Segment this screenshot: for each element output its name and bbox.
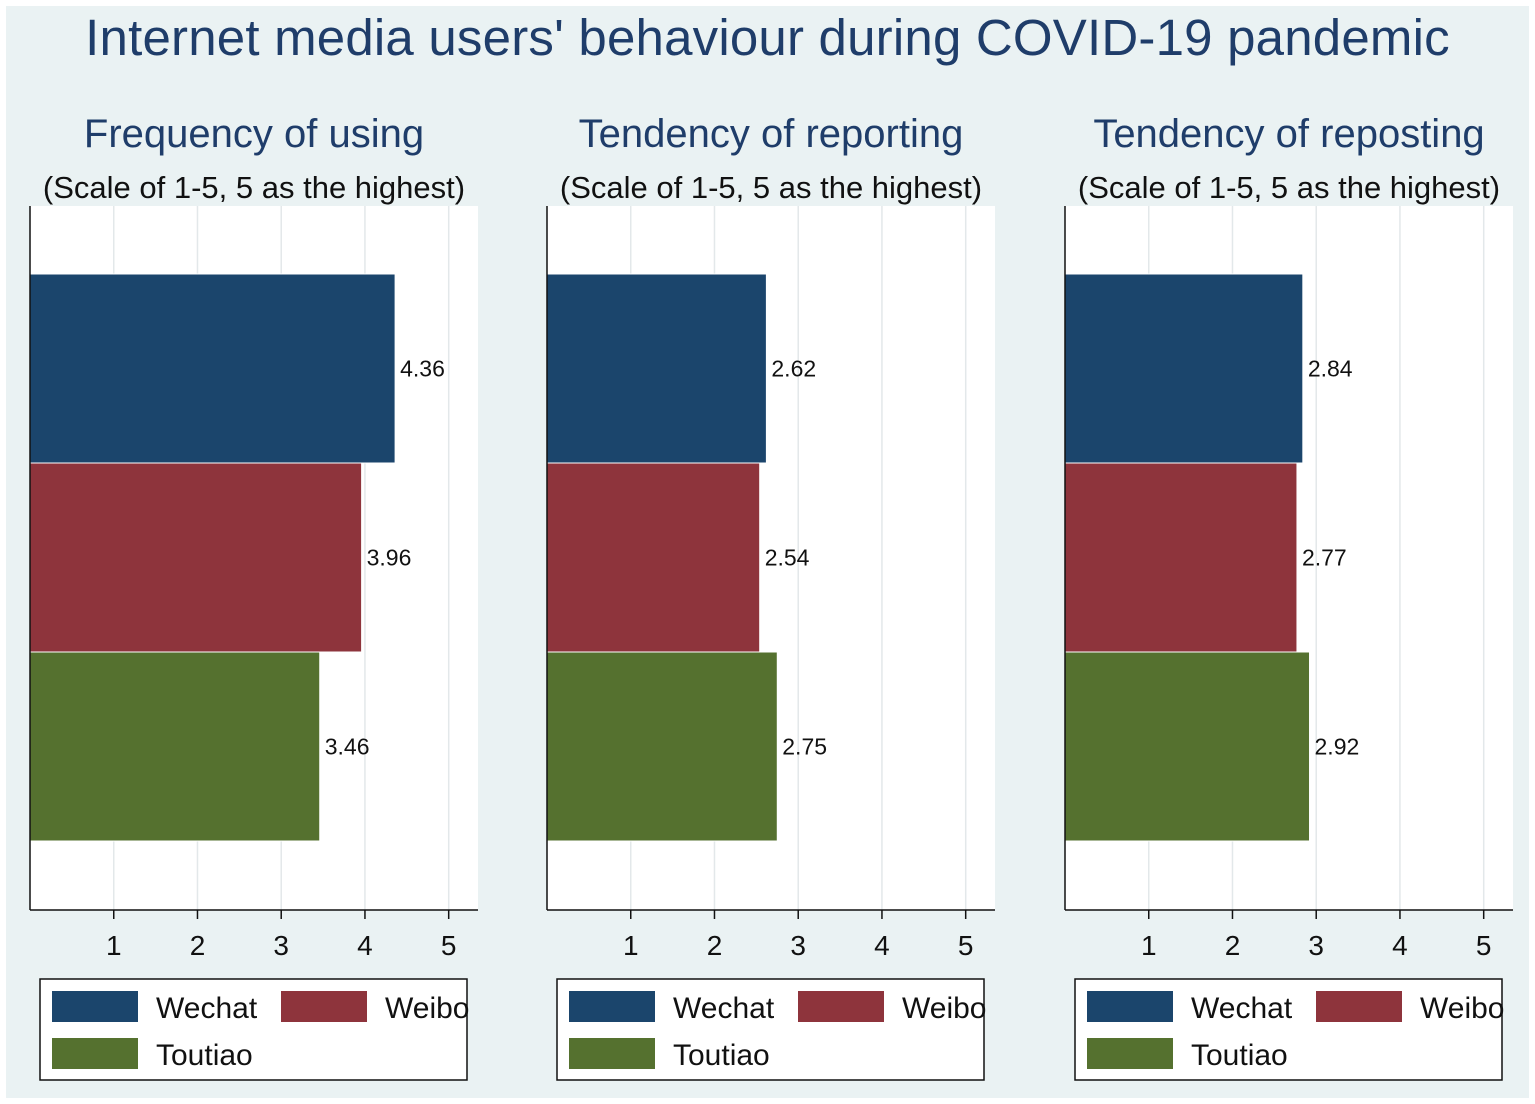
chart-2-value-label-wechat: 2.62 bbox=[771, 356, 816, 382]
chart-2-subtitle: (Scale of 1-5, 5 as the highest) bbox=[560, 170, 982, 205]
chart-3-tick-label-3: 3 bbox=[1308, 930, 1324, 961]
chart-3-bar-wechat bbox=[1064, 273, 1304, 464]
chart-3-title: Tendency of reposting bbox=[1093, 112, 1484, 156]
chart-1-value-label-weibo: 3.96 bbox=[367, 545, 412, 571]
chart-3-legend-label-toutiao: Toutiao bbox=[1191, 1039, 1288, 1072]
chart-3-bar-toutiao bbox=[1064, 651, 1311, 842]
chart-1-bar-toutiao bbox=[29, 651, 321, 842]
chart-1-legend-label-wechat: Wechat bbox=[156, 992, 258, 1025]
chart-3-value-label-wechat: 2.84 bbox=[1308, 356, 1353, 382]
chart-3-subtitle: (Scale of 1-5, 5 as the highest) bbox=[1078, 170, 1500, 205]
chart-1-tick-label-3: 3 bbox=[273, 930, 289, 961]
chart-3-tick-label-2: 2 bbox=[1225, 930, 1241, 961]
chart-3-tick-label-5: 5 bbox=[1476, 930, 1492, 961]
chart-1-legend-label-weibo: Weibo bbox=[385, 992, 470, 1025]
chart-3-tick-label-4: 4 bbox=[1392, 930, 1408, 961]
chart-2-bar-weibo bbox=[546, 462, 761, 653]
chart-3-legend-swatch-weibo bbox=[1316, 991, 1402, 1022]
chart-1-tick-label-1: 1 bbox=[106, 930, 122, 961]
chart-2-value-label-weibo: 2.54 bbox=[765, 545, 810, 571]
chart-2-legend-swatch-wechat bbox=[569, 991, 655, 1022]
chart-1-bar-weibo bbox=[29, 462, 363, 653]
chart-2-tick-label-1: 1 bbox=[623, 930, 639, 961]
chart-3-legend-label-weibo: Weibo bbox=[1420, 992, 1505, 1025]
chart-3-legend-swatch-wechat bbox=[1087, 991, 1173, 1022]
chart-3-bar-weibo bbox=[1064, 462, 1298, 653]
chart-1-tick-label-4: 4 bbox=[357, 930, 373, 961]
chart-2-legend-swatch-toutiao bbox=[569, 1038, 655, 1069]
chart-2-tick-label-5: 5 bbox=[958, 930, 974, 961]
chart-3-tick-label-1: 1 bbox=[1141, 930, 1157, 961]
chart-1-tick-label-5: 5 bbox=[441, 930, 457, 961]
chart-3-legend-swatch-toutiao bbox=[1087, 1038, 1173, 1069]
chart-3-legend-label-wechat: Wechat bbox=[1191, 992, 1293, 1025]
chart-1-value-label-toutiao: 3.46 bbox=[325, 734, 370, 760]
chart-2-legend-label-wechat: Wechat bbox=[673, 992, 775, 1025]
chart-2-bar-toutiao bbox=[546, 651, 778, 842]
chart-2-tick-label-4: 4 bbox=[874, 930, 890, 961]
chart-1-subtitle: (Scale of 1-5, 5 as the highest) bbox=[43, 170, 465, 205]
main-title: Internet media users' behaviour during C… bbox=[85, 9, 1450, 66]
chart-1-legend-swatch-toutiao bbox=[52, 1038, 138, 1069]
chart-1-bar-wechat bbox=[29, 273, 396, 464]
chart-1-title: Frequency of using bbox=[84, 112, 424, 156]
chart-3-value-label-toutiao: 2.92 bbox=[1315, 734, 1360, 760]
chart-2-tick-label-2: 2 bbox=[707, 930, 723, 961]
chart-2-legend-swatch-weibo bbox=[798, 991, 884, 1022]
chart-2-value-label-toutiao: 2.75 bbox=[782, 734, 827, 760]
chart-2-title: Tendency of reporting bbox=[579, 112, 964, 156]
chart-1-legend-swatch-wechat bbox=[52, 991, 138, 1022]
chart-1-value-label-wechat: 4.36 bbox=[400, 356, 445, 382]
chart-2-legend-label-toutiao: Toutiao bbox=[673, 1039, 770, 1072]
chart-2-tick-label-3: 3 bbox=[790, 930, 806, 961]
chart-2-legend-label-weibo: Weibo bbox=[902, 992, 987, 1025]
chart-3-value-label-weibo: 2.77 bbox=[1302, 545, 1347, 571]
chart-1-legend-swatch-weibo bbox=[281, 991, 367, 1022]
chart-1-tick-label-2: 2 bbox=[190, 930, 206, 961]
chart-1-legend-label-toutiao: Toutiao bbox=[156, 1039, 253, 1072]
chart-2-bar-wechat bbox=[546, 273, 767, 464]
